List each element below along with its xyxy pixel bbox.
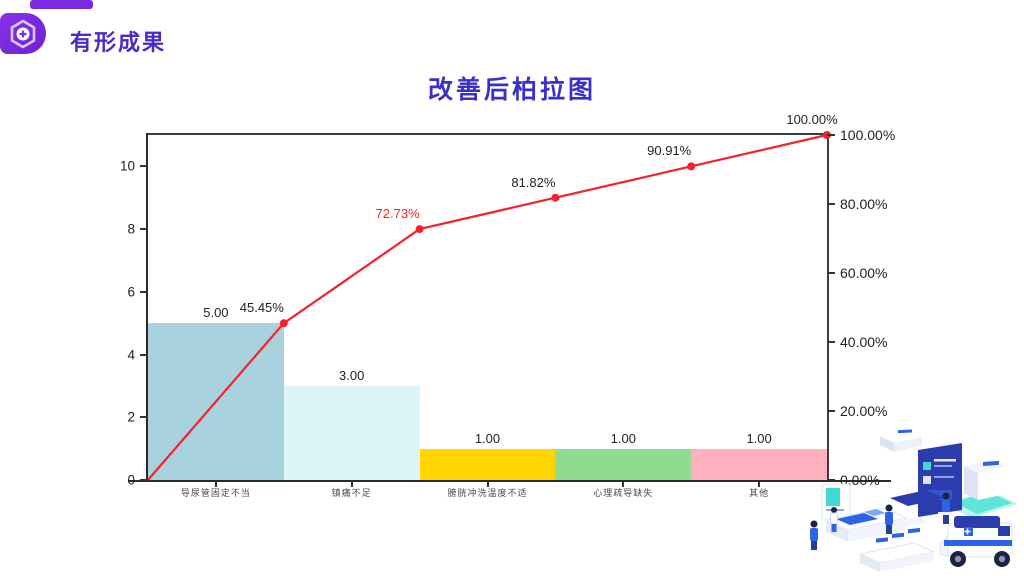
line-marker <box>415 225 424 234</box>
right-axis-tick-label: 60.00% <box>840 265 888 281</box>
right-axis-tick <box>827 203 835 205</box>
bar-value-label: 1.00 <box>474 430 501 446</box>
left-axis-tick <box>140 228 148 231</box>
x-category-label: 膀胱冲洗温度不适 <box>447 488 528 498</box>
left-axis-tick <box>140 353 148 356</box>
bar-镇痛不足 <box>283 385 421 480</box>
x-axis-tick <box>486 482 489 487</box>
x-axis-extension-left <box>128 480 148 482</box>
bar-value-label: 1.00 <box>746 430 772 446</box>
person-icon <box>938 492 954 524</box>
cumulative-point-label: 100.00% <box>786 112 838 127</box>
bar-心理疏导缺失 <box>555 448 692 480</box>
line-marker <box>687 162 696 171</box>
cumulative-point-label: 90.91% <box>647 143 692 159</box>
cumulative-line <box>147 131 831 481</box>
left-axis-tick <box>140 416 148 419</box>
bar-其他 <box>691 448 828 480</box>
right-axis-tick-label: 0.00% <box>840 472 880 488</box>
right-axis-tick-label: 20.00% <box>840 403 888 419</box>
isometric-medical-scene <box>810 429 1018 572</box>
x-axis-extension-right <box>827 480 891 482</box>
cumulative-point-label: 81.82% <box>511 174 556 190</box>
cumulative-point-label: 45.45% <box>239 300 284 316</box>
person-icon <box>885 504 893 534</box>
x-category-label: 心理疏导缺失 <box>593 488 654 498</box>
left-axis-tick-label: 4 <box>127 347 135 363</box>
pareto-chart: 5.00 3.00 1.00 1.00 1.00 45.45% 72.73% 81.82% 90… <box>120 112 895 498</box>
logo-badge <box>0 13 46 54</box>
x-category-label: 其他 <box>749 488 770 498</box>
line-marker <box>551 193 560 202</box>
right-axis-tick-label: 80.00% <box>840 196 888 212</box>
hexagon-plus-icon <box>10 18 36 49</box>
person-icon <box>830 507 838 532</box>
left-axis-tick-label: 10 <box>119 158 135 174</box>
right-axis-tick <box>827 272 835 274</box>
right-axis-tick-label: 40.00% <box>840 334 888 350</box>
cumulative-point-label: 72.73% <box>375 206 420 222</box>
left-axis-tick-label: 8 <box>127 221 135 237</box>
line-marker <box>279 319 288 328</box>
left-axis-tick <box>140 479 148 481</box>
right-axis-tick-label: 100.00% <box>840 127 896 143</box>
x-axis-tick <box>214 482 217 487</box>
bar-value-label: 1.00 <box>610 430 636 446</box>
left-axis-tick <box>140 290 148 293</box>
x-axis-tick <box>758 482 761 487</box>
right-axis-tick <box>827 134 835 136</box>
right-axis-tick <box>827 341 835 343</box>
left-axis-tick-label: 0 <box>127 472 135 488</box>
left-axis-tick-label: 6 <box>127 284 135 300</box>
x-category-label: 镇痛不足 <box>331 488 372 498</box>
person-icon <box>810 520 818 550</box>
chart-title: 改善后柏拉图 <box>427 76 596 104</box>
plot-border-right <box>827 133 829 482</box>
bar-value-label: 5.00 <box>203 305 229 321</box>
right-axis-tick <box>827 479 835 481</box>
bar-value-label: 3.00 <box>339 367 365 383</box>
x-category-label: 导尿管固定不当 <box>180 488 251 498</box>
left-axis-tick <box>140 165 148 168</box>
plot-border-bottom <box>146 480 829 482</box>
section-title: 有形成果 <box>70 30 167 55</box>
x-axis-tick <box>350 482 353 487</box>
x-axis-tick <box>622 482 625 487</box>
accent-tab <box>30 0 93 9</box>
plot-border-left <box>146 133 148 482</box>
bar-膀胱冲洗温度不适 <box>419 448 556 480</box>
right-axis-tick <box>827 410 835 412</box>
left-axis-tick-label: 2 <box>127 409 135 425</box>
plot-border-top <box>146 133 829 135</box>
